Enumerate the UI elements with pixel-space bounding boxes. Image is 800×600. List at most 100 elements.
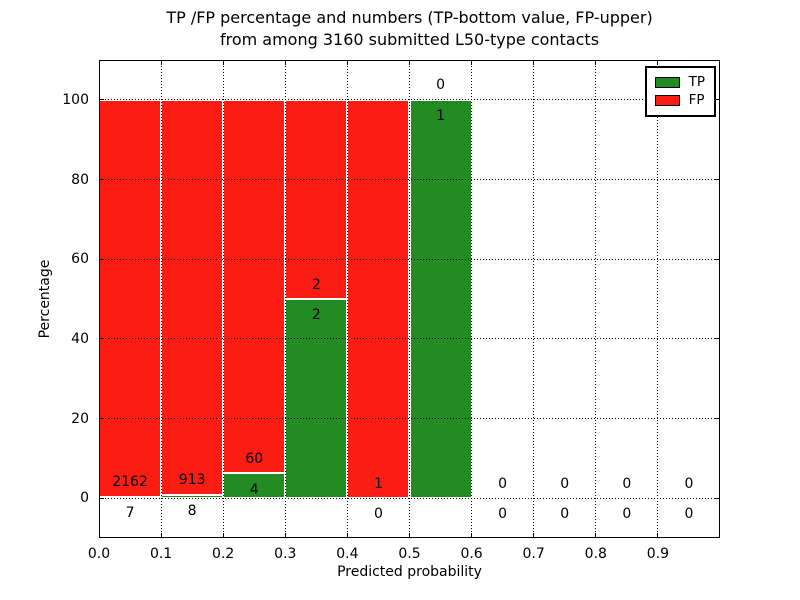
y-tick-mark-right xyxy=(715,258,720,260)
x-tick-mark-top xyxy=(409,60,410,65)
bar-fp-count-label: 2162 xyxy=(112,474,148,491)
y-tick-mark-right xyxy=(715,99,720,101)
y-tick-mark xyxy=(99,338,104,340)
y-tick-mark-right xyxy=(715,418,720,419)
bar-fp-count-label: 913 xyxy=(178,472,206,489)
y-tick-label: 100 xyxy=(62,91,89,108)
bar-tp-count-label: 0 xyxy=(373,506,383,523)
bar-tp-count-label: 0 xyxy=(560,506,570,523)
x-tick-label: 0.4 xyxy=(336,546,359,562)
gridline-vertical xyxy=(409,60,410,538)
x-tick-mark-top xyxy=(346,60,348,65)
chart-title: TP /FP percentage and numbers (TP-bottom… xyxy=(99,7,720,51)
y-tick-mark xyxy=(99,258,104,260)
x-tick-mark-top xyxy=(284,60,286,65)
legend-label-fp: FP xyxy=(688,92,705,108)
gridline-vertical xyxy=(346,60,348,538)
x-tick-label: 0.0 xyxy=(87,546,111,562)
x-tick-mark-top xyxy=(657,60,659,65)
bar-tp-count-label: 8 xyxy=(187,502,197,519)
bar-tp-count-label: 0 xyxy=(498,506,508,523)
gridline-vertical xyxy=(595,60,597,538)
bar-fp-count-label: 60 xyxy=(245,450,264,467)
legend-entry-fp: FP xyxy=(654,92,705,108)
y-tick-label: 20 xyxy=(71,410,89,427)
plot-area: TP FP 0 20 40 60 80 100 0.0 0.1 0.2 0.3 0.4 0.5 0.6 0.… xyxy=(62,60,720,562)
bar-tp-count-label: 4 xyxy=(249,481,259,498)
bar-tp-segment xyxy=(161,494,224,499)
x-tick-mark-top xyxy=(98,60,100,65)
bar-tp-segment xyxy=(409,99,472,499)
gridline-vertical xyxy=(533,60,535,538)
bar-fp-segment xyxy=(161,99,224,495)
bar-fp-count-label: 1 xyxy=(373,475,383,492)
y-tick-mark xyxy=(99,418,104,419)
x-tick-mark xyxy=(595,533,597,538)
legend: TP FP xyxy=(644,66,716,117)
bar-tp-segment xyxy=(285,299,348,499)
x-tick-mark xyxy=(160,533,162,538)
bar-fp-segment xyxy=(347,99,410,499)
bar-fp-segment xyxy=(99,99,162,497)
x-axis-label: Predicted probability xyxy=(337,564,482,580)
bar-tp-count-label: 7 xyxy=(125,505,135,522)
y-axis-label: Percentage xyxy=(37,259,53,339)
x-tick-label: 0.6 xyxy=(460,546,483,562)
y-tick-mark-right xyxy=(715,497,720,499)
x-tick-mark xyxy=(409,533,410,538)
x-tick-label: 0.7 xyxy=(522,546,545,562)
chart-title-line1: TP /FP percentage and numbers (TP-bottom… xyxy=(166,8,653,27)
gridline-vertical xyxy=(160,60,162,538)
y-tick-label: 40 xyxy=(71,330,89,347)
x-tick-mark xyxy=(657,533,659,538)
bar-fp-count-label: 0 xyxy=(436,77,445,94)
bar-tp-count-label: 1 xyxy=(436,108,445,125)
x-tick-mark xyxy=(471,533,473,538)
y-tick-mark-right xyxy=(715,179,720,180)
bar-tp-count-label: 0 xyxy=(622,506,632,523)
bar-fp-count-label: 0 xyxy=(622,475,632,492)
bar-tp-count-label: 2 xyxy=(311,307,321,324)
bar-fp-count-label: 2 xyxy=(311,276,321,293)
legend-label-tp: TP xyxy=(688,74,705,90)
x-tick-label: 0.9 xyxy=(646,546,670,562)
x-tick-mark xyxy=(284,533,286,538)
y-tick-label: 60 xyxy=(71,251,89,268)
legend-swatch-fp xyxy=(654,95,680,106)
x-tick-label: 0.8 xyxy=(584,546,607,562)
legend-swatch-tp xyxy=(654,77,680,88)
gridline-vertical xyxy=(284,60,286,538)
gridline-vertical xyxy=(222,60,224,538)
x-tick-mark-top xyxy=(222,60,224,65)
chart-title-line2: from among 3160 submitted L50-type conta… xyxy=(219,30,600,49)
y-tick-mark xyxy=(99,497,104,499)
x-tick-mark xyxy=(346,533,348,538)
x-tick-mark-top xyxy=(595,60,597,65)
bar-fp-count-label: 0 xyxy=(684,475,694,492)
bar-fp-segment xyxy=(223,99,286,474)
x-tick-label: 0.5 xyxy=(398,546,421,562)
bar-tp-count-label: 0 xyxy=(684,506,694,523)
x-tick-mark-top xyxy=(533,60,535,65)
x-tick-mark xyxy=(98,533,100,538)
gridline-vertical xyxy=(471,60,473,538)
x-tick-mark xyxy=(222,533,224,538)
x-tick-label: 0.2 xyxy=(212,546,235,562)
x-tick-mark-top xyxy=(160,60,162,65)
gridline-vertical xyxy=(657,60,659,538)
bar-fp-count-label: 0 xyxy=(498,475,508,492)
bar-fp-count-label: 0 xyxy=(560,475,570,492)
bar-tp-segment xyxy=(223,473,286,499)
y-tick-mark xyxy=(99,99,104,101)
bar-fp-segment xyxy=(285,99,348,299)
legend-entry-tp: TP xyxy=(654,74,705,90)
x-tick-label: 0.3 xyxy=(274,546,297,562)
x-tick-mark xyxy=(533,533,535,538)
x-tick-label: 0.1 xyxy=(149,546,173,562)
y-tick-mark-right xyxy=(715,338,720,340)
y-tick-label: 0 xyxy=(80,490,89,507)
x-tick-mark-top xyxy=(471,60,473,65)
y-tick-mark xyxy=(99,179,104,180)
y-tick-label: 80 xyxy=(71,171,89,188)
